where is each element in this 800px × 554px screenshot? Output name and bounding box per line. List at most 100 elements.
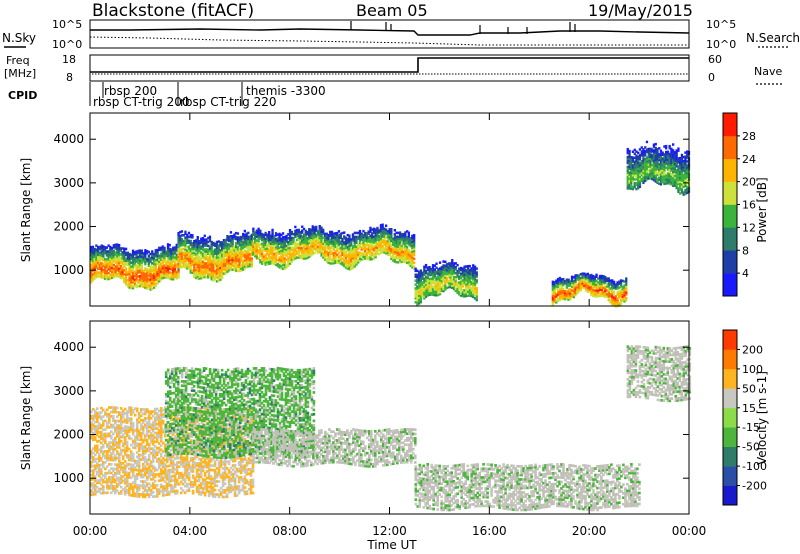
power-cell xyxy=(336,233,339,237)
power-cell xyxy=(121,272,124,276)
power-cell xyxy=(428,285,431,289)
power-cell xyxy=(444,276,447,279)
power-cell xyxy=(114,261,117,264)
power-cell xyxy=(435,266,438,269)
power-cell xyxy=(581,286,584,289)
power-cell xyxy=(236,248,240,251)
power-cell xyxy=(173,256,177,259)
power-cell xyxy=(588,280,591,283)
power-cell xyxy=(591,292,595,296)
power-cell xyxy=(402,252,405,256)
power-cell xyxy=(574,278,577,281)
power-cell xyxy=(318,248,321,252)
power-cell xyxy=(245,258,248,261)
power-cell xyxy=(156,278,159,281)
power-cell xyxy=(652,174,656,178)
power-cell xyxy=(144,278,147,282)
power-cell xyxy=(371,242,374,245)
power-cell xyxy=(252,231,255,234)
power-cell xyxy=(238,240,241,243)
power-cell xyxy=(611,297,614,300)
power-cell xyxy=(98,259,101,263)
power-cell xyxy=(565,284,568,287)
power-cell xyxy=(243,249,246,252)
power-cell xyxy=(214,252,217,255)
power-cell xyxy=(602,275,605,278)
power-cell xyxy=(242,252,245,256)
power-cell xyxy=(656,161,659,165)
power-cell xyxy=(386,249,390,253)
power-cell xyxy=(287,264,290,267)
power-cell xyxy=(376,238,379,242)
power-cell xyxy=(179,234,182,238)
power-cell xyxy=(399,247,402,250)
power-cell xyxy=(309,234,313,237)
power-cell xyxy=(323,240,327,244)
power-cell xyxy=(465,277,468,280)
power-cell xyxy=(672,143,675,146)
power-cell xyxy=(207,260,210,263)
power-cell xyxy=(235,269,238,272)
power-cell xyxy=(100,250,103,253)
power-cell xyxy=(257,229,260,233)
power-cell xyxy=(255,249,258,252)
power-cell xyxy=(158,272,161,275)
power-cell xyxy=(290,246,293,249)
power-cell xyxy=(456,273,459,277)
power-cell xyxy=(604,277,607,281)
power-cell xyxy=(201,272,205,275)
power-cell xyxy=(147,258,150,262)
power-cell xyxy=(214,276,217,279)
power-cell xyxy=(283,259,286,262)
power-cell xyxy=(350,248,353,251)
power-cell xyxy=(372,257,376,260)
power-cell xyxy=(222,272,226,275)
power-cell xyxy=(255,257,258,260)
power-cell xyxy=(214,258,217,261)
power-cell xyxy=(194,247,198,250)
power-cell xyxy=(358,257,362,260)
power-cell xyxy=(421,283,424,286)
power-cell xyxy=(628,181,631,184)
power-cell xyxy=(208,265,212,268)
power-cell xyxy=(463,293,466,296)
power-cell xyxy=(465,286,468,290)
power-cell xyxy=(242,266,245,269)
power-cell xyxy=(235,263,238,266)
power-cell xyxy=(140,253,143,256)
power-cell xyxy=(374,250,377,253)
power-cell xyxy=(397,251,400,254)
power-cell xyxy=(654,156,657,160)
power-cell xyxy=(433,272,436,275)
power-cell xyxy=(666,152,670,155)
power-cell xyxy=(247,245,250,248)
power-cell xyxy=(144,286,147,289)
power-cell xyxy=(472,274,475,277)
power-cell xyxy=(278,264,281,267)
power-cell xyxy=(215,268,219,271)
power-cell xyxy=(97,251,100,255)
power-cell xyxy=(210,248,213,251)
power-cell xyxy=(393,258,396,261)
power-cell xyxy=(280,243,283,246)
power-cell xyxy=(149,282,152,285)
power-cell xyxy=(257,249,260,252)
power-cell xyxy=(572,285,575,289)
power-cell xyxy=(187,263,191,266)
power-cell xyxy=(224,258,227,261)
power-cell xyxy=(445,278,449,282)
power-cell xyxy=(131,286,135,290)
power-cell xyxy=(633,182,636,185)
power-cell xyxy=(413,251,416,255)
power-cell xyxy=(135,254,138,257)
velocity-cell xyxy=(104,428,107,431)
power-cell xyxy=(344,244,348,248)
power-cell xyxy=(259,253,262,256)
power-cell xyxy=(413,249,416,253)
power-cell xyxy=(320,240,323,243)
power-cell xyxy=(219,262,222,266)
power-cell xyxy=(645,166,649,169)
power-cell xyxy=(654,154,657,158)
velocity-cell xyxy=(94,436,97,439)
power-cell xyxy=(315,241,318,244)
